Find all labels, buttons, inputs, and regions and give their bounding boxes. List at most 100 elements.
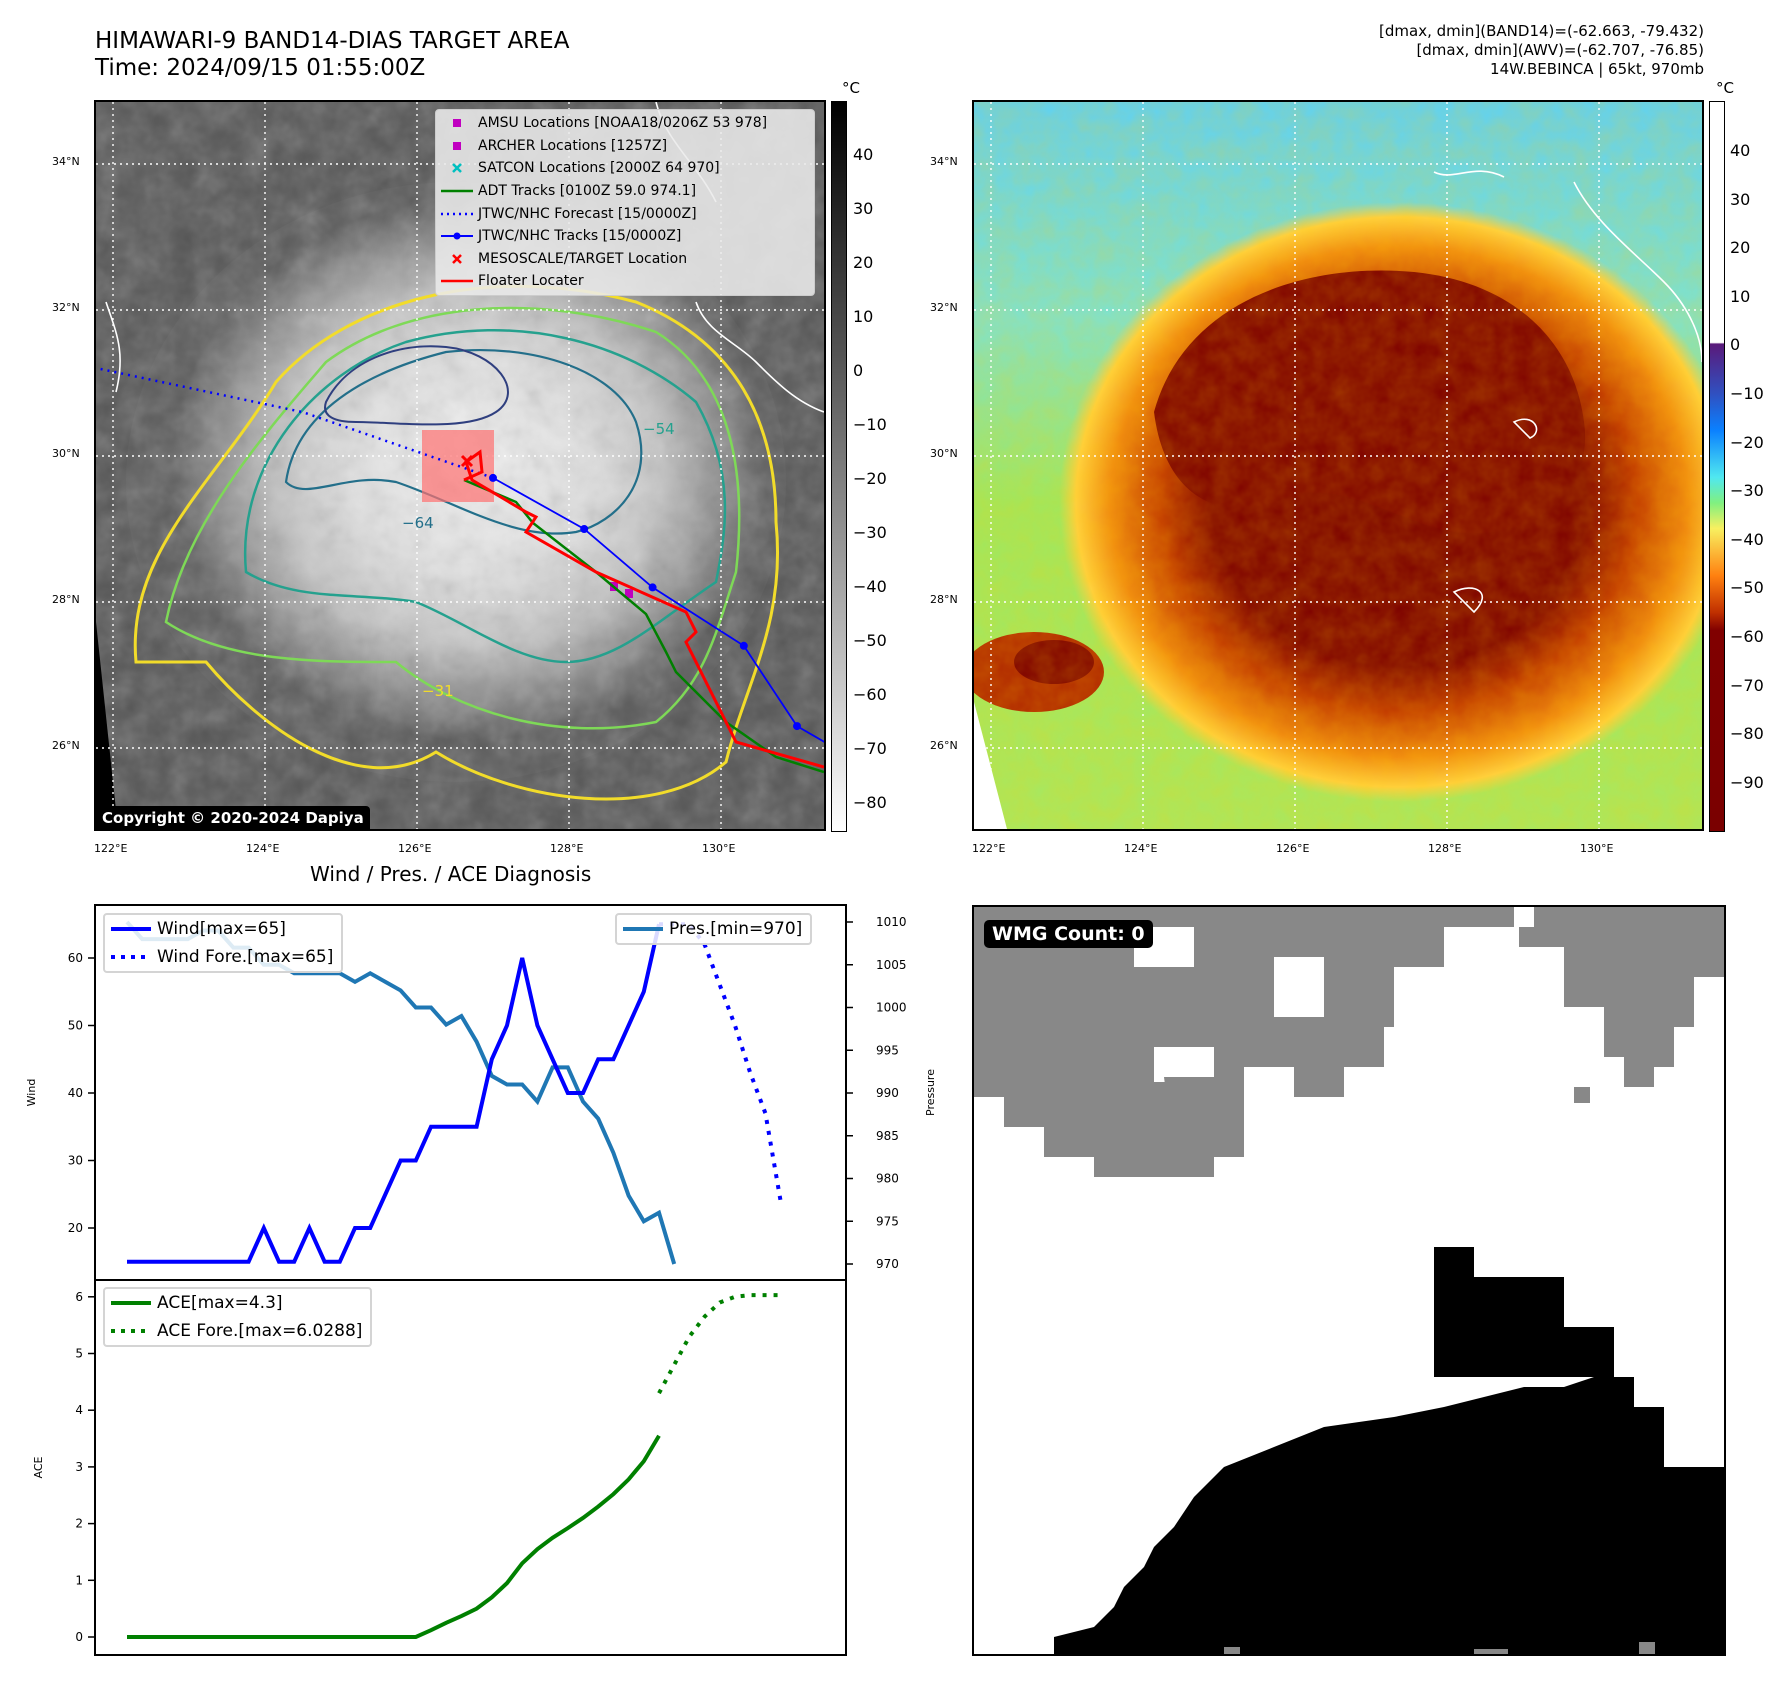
awv-colorbar-tick: −20: [1730, 432, 1764, 452]
jtwc-track-point: [739, 641, 748, 650]
ace-legend: ACE[max=4.3] ACE Fore.[max=6.0288]: [103, 1287, 373, 1347]
awv-colorbar-tick: 30: [1730, 189, 1751, 209]
map-legend-item: ARCHER Locations [1257Z]: [436, 135, 814, 158]
ir-colorbar-tick: −30: [853, 523, 887, 542]
map-legend-label: JTWC/NHC Tracks [15/0000Z]: [478, 228, 682, 245]
awv-colorbar-tick: 10: [1730, 286, 1751, 306]
ir-colorbar-tick: 10: [853, 307, 874, 326]
contour-label-64: −64: [402, 514, 434, 532]
ace-ytick-label: 1: [75, 1573, 83, 1587]
map-legend-item: MESOSCALE/TARGET Location: [436, 248, 814, 271]
wmg-black-region: [1054, 1247, 1724, 1654]
ir-colorbar-tick: 30: [853, 199, 874, 218]
awv-lon-tick-label: 124°E: [1124, 842, 1158, 855]
contour-minus74: [324, 345, 509, 426]
ir-colorbar-tick: 20: [853, 253, 874, 272]
contour-minus64: [284, 348, 643, 535]
awv-colorbar-tick: −80: [1730, 724, 1764, 744]
awv-lon-tick-label: 126°E: [1276, 842, 1310, 855]
pressure-ytick-label: 975: [876, 1214, 899, 1228]
ir-lon-tick-label: 126°E: [398, 842, 432, 855]
awv-colorbar-tick: 40: [1730, 141, 1751, 160]
wind-ytick-label: 50: [68, 1019, 83, 1033]
awv-colorbar: [1709, 101, 1725, 832]
wind-ytick-label: 60: [68, 951, 83, 965]
awv-colorbar-tick: −90: [1730, 772, 1764, 792]
awv-map-image: [974, 102, 1702, 829]
map-legend-item: JTWC/NHC Forecast [15/0000Z]: [436, 202, 814, 225]
ir-lat-tick-label: 32°N: [52, 301, 80, 314]
pressure-ytick-label: 995: [876, 1043, 899, 1057]
legend-symbol-icon: [436, 162, 478, 174]
ir-colorbar-tick: 40: [853, 145, 874, 164]
ir-colorbar-tick: 0: [853, 361, 864, 380]
awv-colorbar-unit: °C: [1716, 79, 1734, 97]
wind-axis-label: Wind: [25, 1079, 38, 1107]
map-legend-label: Floater Locater: [478, 273, 584, 290]
contour-label-54: −54: [643, 420, 675, 438]
map-legend-label: JTWC/NHC Forecast [15/0000Z]: [478, 205, 697, 222]
contour-minus42: [164, 306, 741, 730]
floater-track: [463, 449, 824, 769]
jtwc-track-point: [489, 473, 497, 482]
awv-lon-tick-label: 128°E: [1428, 842, 1462, 855]
pressure-legend: Pres.[min=970]: [615, 913, 813, 945]
wind-fore-legend-label: Wind Fore.[max=65]: [157, 947, 334, 967]
figure-title: HIMAWARI-9 BAND14-DIAS TARGET AREA: [95, 28, 570, 54]
awv-colorbar-tick: −30: [1730, 481, 1764, 501]
wmg-panel: WMG Count: 0: [972, 905, 1726, 1656]
map-legend-label: ARCHER Locations [1257Z]: [478, 137, 668, 154]
pressure-legend-label: Pres.[min=970]: [669, 919, 803, 939]
jtwc-track-point: [580, 525, 589, 533]
ir-colorbar-tick: −70: [853, 739, 887, 758]
ir-colorbar-tick: −20: [853, 469, 887, 488]
map-legend-item: ADT Tracks [0100Z 59.0 974.1]: [436, 180, 814, 203]
ace-axis-label: ACE: [32, 1456, 45, 1478]
awv-lat-tick-label: 32°N: [930, 301, 958, 314]
awv-colorbar-tick: 0: [1730, 335, 1741, 355]
ir-lon-tick-label: 122°E: [94, 842, 128, 855]
map-legend-item: AMSU Locations [NOAA18/0206Z 53 978]: [436, 112, 814, 135]
pressure-ytick-label: 980: [876, 1172, 899, 1186]
info-awv: [dmax, dmin](AWV)=(-62.707, -76.85): [1416, 41, 1704, 59]
pressure-ytick-label: 1000: [876, 1001, 907, 1015]
diagnosis-title: Wind / Pres. / ACE Diagnosis: [310, 862, 592, 886]
awv-colorbar-tick: −40: [1730, 529, 1764, 549]
awv-colorbar-tick: −10: [1730, 384, 1764, 403]
pressure-ytick-label: 1005: [876, 958, 907, 972]
contour-label-31: −31: [422, 682, 454, 700]
wmg-gray-region: [974, 907, 1724, 1177]
ir-lat-tick-label: 34°N: [52, 155, 80, 168]
map-legend-item: Floater Locater: [436, 270, 814, 293]
jtwc-track-point: [648, 583, 657, 592]
ace-ytick-label: 5: [75, 1347, 83, 1361]
ir-lat-tick-label: 28°N: [52, 593, 80, 606]
legend-symbol-icon: [436, 230, 478, 242]
wind-legend: Wind[max=65] Wind Fore.[max=65]: [103, 913, 344, 973]
map-legend-item: SATCON Locations [2000Z 64 970]: [436, 157, 814, 180]
ace-ytick-label: 3: [75, 1460, 83, 1474]
awv-colorbar-tick: −60: [1730, 627, 1764, 646]
contour-minus54: [243, 328, 727, 664]
ace-legend-label: ACE[max=4.3]: [157, 1293, 283, 1313]
wind-forecast-line: [659, 922, 783, 1202]
wind-ytick-label: 20: [68, 1221, 83, 1235]
legend-symbol-icon: [436, 185, 478, 197]
ir-colorbar-tick: −10: [853, 415, 887, 434]
awv-colorbar-tick: 20: [1730, 238, 1751, 258]
awv-lat-tick-label: 26°N: [930, 739, 958, 752]
wind-ytick-label: 30: [68, 1154, 83, 1168]
ir-colorbar-tick: −60: [853, 685, 887, 704]
contour-minus31: [133, 284, 780, 801]
jtwc-track: [492, 477, 824, 743]
ir-lat-tick-label: 26°N: [52, 739, 80, 752]
ir-lon-tick-label: 128°E: [550, 842, 584, 855]
wmg-count-badge: WMG Count: 0: [984, 920, 1153, 948]
map-legend-label: ADT Tracks [0100Z 59.0 974.1]: [478, 183, 697, 200]
ace-ytick-label: 2: [75, 1517, 83, 1531]
legend-symbol-icon: [436, 140, 478, 152]
pressure-axis-label: Pressure: [924, 1069, 937, 1116]
ir-colorbar: [831, 101, 847, 832]
pressure-ytick-label: 985: [876, 1129, 899, 1143]
awv-lat-tick-label: 28°N: [930, 593, 958, 606]
